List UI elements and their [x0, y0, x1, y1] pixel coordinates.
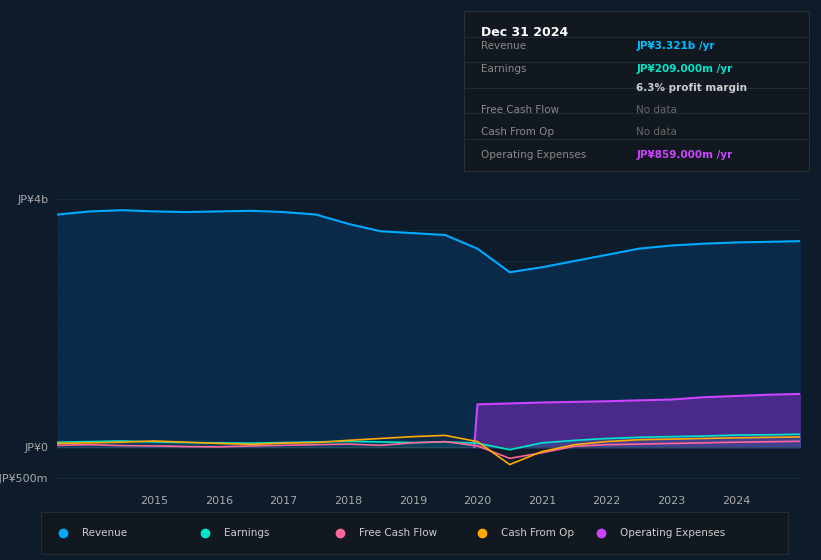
Text: Operating Expenses: Operating Expenses — [620, 529, 725, 538]
Text: Revenue: Revenue — [481, 41, 526, 52]
Text: JP¥3.321b /yr: JP¥3.321b /yr — [636, 41, 715, 52]
Text: Free Cash Flow: Free Cash Flow — [481, 105, 559, 115]
Text: No data: No data — [636, 105, 677, 115]
Text: JP¥859.000m /yr: JP¥859.000m /yr — [636, 150, 732, 160]
Text: No data: No data — [636, 128, 677, 138]
Text: Earnings: Earnings — [224, 529, 269, 538]
Text: Free Cash Flow: Free Cash Flow — [359, 529, 437, 538]
Text: JP¥209.000m /yr: JP¥209.000m /yr — [636, 64, 732, 74]
Text: Operating Expenses: Operating Expenses — [481, 150, 586, 160]
Text: Cash From Op: Cash From Op — [501, 529, 574, 538]
Text: Cash From Op: Cash From Op — [481, 128, 554, 138]
Text: Dec 31 2024: Dec 31 2024 — [481, 26, 568, 39]
Text: 6.3% profit margin: 6.3% profit margin — [636, 83, 747, 93]
Text: Revenue: Revenue — [82, 529, 127, 538]
Text: Earnings: Earnings — [481, 64, 526, 74]
